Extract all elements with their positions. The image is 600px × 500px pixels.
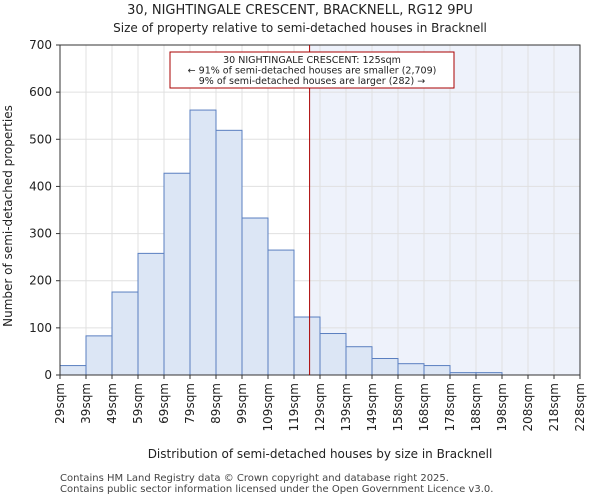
x-tick-label: 178sqm: [443, 383, 457, 431]
x-tick-label: 168sqm: [417, 383, 431, 431]
x-tick-label: 29sqm: [53, 383, 67, 424]
x-tick-label: 119sqm: [287, 383, 301, 431]
x-tick-label: 208sqm: [521, 383, 535, 431]
y-tick-label: 500: [29, 132, 52, 146]
plot-background: [309, 45, 580, 375]
bar-168sqm: [423, 365, 451, 376]
bar-99sqm: [241, 217, 269, 376]
bar-89sqm: [215, 129, 243, 376]
bar-29sqm: [59, 365, 87, 376]
bar-158sqm: [397, 363, 425, 376]
larger-region-shade: [309, 45, 580, 375]
x-tick-label: 129sqm: [313, 383, 327, 431]
x-tick-label: 59sqm: [131, 383, 145, 424]
annotation-line: 9% of semi-detached houses are larger (2…: [199, 76, 426, 87]
bar-119sqm: [293, 316, 321, 376]
bars: [59, 109, 503, 376]
bar-59sqm: [137, 252, 165, 376]
x-tick-label: 158sqm: [391, 383, 405, 431]
x-tick-label: 39sqm: [79, 383, 93, 424]
chart-subtitle: Size of property relative to semi-detach…: [113, 21, 487, 35]
x-tick-label: 69sqm: [157, 383, 171, 424]
chart-title: 30, NIGHTINGALE CRESCENT, BRACKNELL, RG1…: [127, 3, 473, 18]
footer-copyright: Contains HM Land Registry data © Crown c…: [60, 473, 449, 484]
x-tick-label: 89sqm: [209, 383, 223, 424]
x-tick-label: 49sqm: [105, 383, 119, 424]
x-axis-label: Distribution of semi-detached houses by …: [148, 447, 493, 461]
x-tick-label: 79sqm: [183, 383, 197, 424]
bar-149sqm: [371, 358, 399, 376]
bar-109sqm: [267, 249, 295, 376]
annotation-line: ← 91% of semi-detached houses are smalle…: [188, 66, 437, 77]
x-tick-labels: 29sqm 39sqm 49sqm 59sqm 69sqm 79sqm 89sqm 99sqm…: [53, 375, 587, 431]
y-tick-label: 400: [29, 179, 52, 193]
property-marker: 30 NIGHTINGALE CRESCENT: 125sqm← 91% of …: [169, 45, 455, 375]
x-tick-label: 198sqm: [495, 383, 509, 431]
footer-licence: Contains public sector information licen…: [60, 484, 494, 495]
bar-129sqm: [319, 333, 347, 376]
annotation-line: 30 NIGHTINGALE CRESCENT: 125sqm: [223, 55, 401, 66]
y-axis-label: Number of semi-detached properties: [1, 105, 15, 327]
y-tick-label: 100: [29, 321, 52, 335]
x-tick-label: 139sqm: [339, 383, 353, 431]
annotation-box: [169, 51, 455, 89]
y-tick-label: 0: [44, 368, 52, 382]
x-tick-label: 228sqm: [573, 383, 587, 431]
x-tick-label: 109sqm: [261, 383, 275, 431]
bar-139sqm: [345, 346, 373, 376]
bar-39sqm: [85, 335, 113, 376]
bar-49sqm: [111, 291, 139, 376]
y-tick-label: 700: [29, 38, 52, 52]
y-tick-labels: 0 100 200 300 400 500 600 700: [29, 38, 60, 382]
y-tick-label: 300: [29, 227, 52, 241]
bar-69sqm: [163, 172, 191, 376]
y-tick-label: 600: [29, 85, 52, 99]
bar-79sqm: [189, 109, 217, 376]
x-tick-label: 149sqm: [365, 383, 379, 431]
x-tick-label: 99sqm: [235, 383, 249, 424]
y-tick-label: 200: [29, 274, 52, 288]
x-tick-label: 188sqm: [469, 383, 483, 431]
x-tick-label: 218sqm: [547, 383, 561, 431]
